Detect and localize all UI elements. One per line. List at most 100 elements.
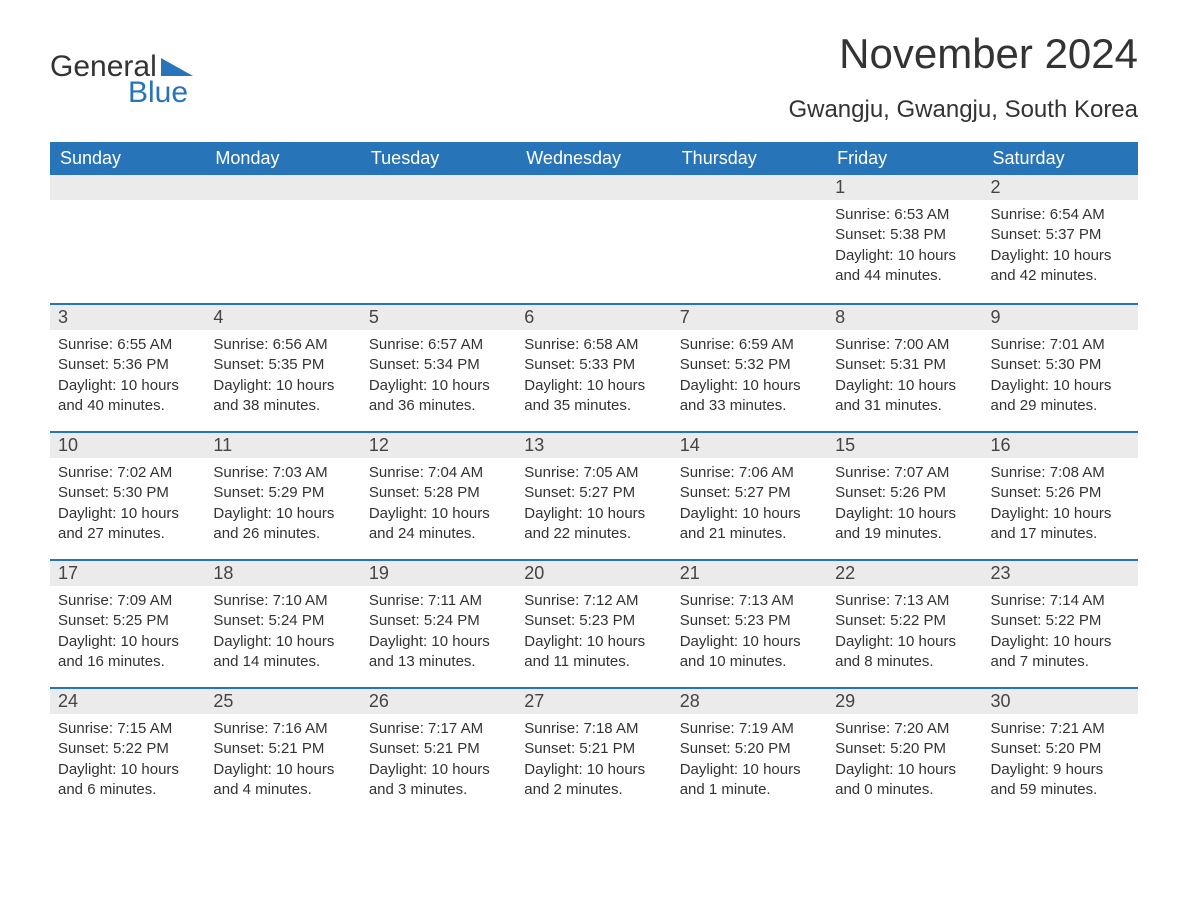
day-number: 6 <box>516 305 671 330</box>
day-body: Sunrise: 7:01 AMSunset: 5:30 PMDaylight:… <box>983 330 1138 421</box>
sunset-line: Sunset: 5:21 PM <box>524 739 663 759</box>
sunset-line: Sunset: 5:32 PM <box>680 355 819 375</box>
calendar-cell: 28Sunrise: 7:19 AMSunset: 5:20 PMDayligh… <box>672 687 827 815</box>
day-body: Sunrise: 6:53 AMSunset: 5:38 PMDaylight:… <box>827 200 982 291</box>
brand-logo: General Blue <box>50 50 193 110</box>
day-number: 11 <box>205 433 360 458</box>
sunset-line: Sunset: 5:24 PM <box>369 611 508 631</box>
sunrise-line: Sunrise: 6:54 AM <box>991 205 1130 225</box>
sunset-line: Sunset: 5:25 PM <box>58 611 197 631</box>
day-number: 25 <box>205 689 360 714</box>
sunrise-line: Sunrise: 7:02 AM <box>58 463 197 483</box>
calendar-cell: 5Sunrise: 6:57 AMSunset: 5:34 PMDaylight… <box>361 303 516 431</box>
calendar-cell: 3Sunrise: 6:55 AMSunset: 5:36 PMDaylight… <box>50 303 205 431</box>
day-number: 1 <box>827 175 982 200</box>
sunset-line: Sunset: 5:22 PM <box>835 611 974 631</box>
triangle-icon <box>161 58 193 76</box>
empty-daynum <box>50 175 205 200</box>
sunrise-line: Sunrise: 7:06 AM <box>680 463 819 483</box>
calendar-cell: 9Sunrise: 7:01 AMSunset: 5:30 PMDaylight… <box>983 303 1138 431</box>
day-number: 29 <box>827 689 982 714</box>
sunrise-line: Sunrise: 7:20 AM <box>835 719 974 739</box>
day-number: 27 <box>516 689 671 714</box>
sunset-line: Sunset: 5:31 PM <box>835 355 974 375</box>
sunrise-line: Sunrise: 7:17 AM <box>369 719 508 739</box>
calendar-table: SundayMondayTuesdayWednesdayThursdayFrid… <box>50 142 1138 815</box>
day-body: Sunrise: 7:09 AMSunset: 5:25 PMDaylight:… <box>50 586 205 677</box>
calendar-cell: 7Sunrise: 6:59 AMSunset: 5:32 PMDaylight… <box>672 303 827 431</box>
daylight-line: Daylight: 10 hours and 4 minutes. <box>213 760 352 801</box>
sunset-line: Sunset: 5:29 PM <box>213 483 352 503</box>
day-wrap: 26Sunrise: 7:17 AMSunset: 5:21 PMDayligh… <box>361 687 516 805</box>
empty-daynum <box>672 175 827 200</box>
page-header: General Blue November 2024 Gwangju, Gwan… <box>50 30 1138 124</box>
sunrise-line: Sunrise: 7:07 AM <box>835 463 974 483</box>
sunrise-line: Sunrise: 7:09 AM <box>58 591 197 611</box>
sunset-line: Sunset: 5:38 PM <box>835 225 974 245</box>
sunset-line: Sunset: 5:26 PM <box>835 483 974 503</box>
daylight-line: Daylight: 10 hours and 33 minutes. <box>680 376 819 417</box>
daylight-line: Daylight: 10 hours and 27 minutes. <box>58 504 197 545</box>
daylight-line: Daylight: 10 hours and 40 minutes. <box>58 376 197 417</box>
calendar-cell: 14Sunrise: 7:06 AMSunset: 5:27 PMDayligh… <box>672 431 827 559</box>
day-body: Sunrise: 7:18 AMSunset: 5:21 PMDaylight:… <box>516 714 671 805</box>
daylight-line: Daylight: 10 hours and 21 minutes. <box>680 504 819 545</box>
day-wrap: 14Sunrise: 7:06 AMSunset: 5:27 PMDayligh… <box>672 431 827 549</box>
day-body: Sunrise: 7:17 AMSunset: 5:21 PMDaylight:… <box>361 714 516 805</box>
day-number: 26 <box>361 689 516 714</box>
sunrise-line: Sunrise: 7:11 AM <box>369 591 508 611</box>
daylight-line: Daylight: 10 hours and 8 minutes. <box>835 632 974 673</box>
day-number: 21 <box>672 561 827 586</box>
day-body: Sunrise: 6:57 AMSunset: 5:34 PMDaylight:… <box>361 330 516 421</box>
sunset-line: Sunset: 5:22 PM <box>58 739 197 759</box>
sunrise-line: Sunrise: 7:10 AM <box>213 591 352 611</box>
sunset-line: Sunset: 5:27 PM <box>680 483 819 503</box>
day-body: Sunrise: 6:58 AMSunset: 5:33 PMDaylight:… <box>516 330 671 421</box>
daylight-line: Daylight: 10 hours and 36 minutes. <box>369 376 508 417</box>
day-number: 28 <box>672 689 827 714</box>
weekday-header-row: SundayMondayTuesdayWednesdayThursdayFrid… <box>50 142 1138 175</box>
day-number: 8 <box>827 305 982 330</box>
empty-daynum <box>516 175 671 200</box>
day-body: Sunrise: 7:14 AMSunset: 5:22 PMDaylight:… <box>983 586 1138 677</box>
daylight-line: Daylight: 10 hours and 10 minutes. <box>680 632 819 673</box>
calendar-cell: 29Sunrise: 7:20 AMSunset: 5:20 PMDayligh… <box>827 687 982 815</box>
calendar-cell <box>516 175 671 303</box>
day-wrap: 4Sunrise: 6:56 AMSunset: 5:35 PMDaylight… <box>205 303 360 421</box>
day-number: 23 <box>983 561 1138 586</box>
sunset-line: Sunset: 5:33 PM <box>524 355 663 375</box>
sunrise-line: Sunrise: 7:08 AM <box>991 463 1130 483</box>
sunrise-line: Sunrise: 7:15 AM <box>58 719 197 739</box>
sunrise-line: Sunrise: 7:01 AM <box>991 335 1130 355</box>
day-body: Sunrise: 7:06 AMSunset: 5:27 PMDaylight:… <box>672 458 827 549</box>
sunset-line: Sunset: 5:27 PM <box>524 483 663 503</box>
day-wrap: 11 Sunrise: 7:03 AMSunset: 5:29 PMDayligh… <box>205 431 360 549</box>
weekday-header: Friday <box>827 142 982 175</box>
sunrise-line: Sunrise: 6:53 AM <box>835 205 974 225</box>
day-wrap: 20Sunrise: 7:12 AMSunset: 5:23 PMDayligh… <box>516 559 671 677</box>
weekday-header: Monday <box>205 142 360 175</box>
empty-daynum <box>205 175 360 200</box>
calendar-cell: 26Sunrise: 7:17 AMSunset: 5:21 PMDayligh… <box>361 687 516 815</box>
weekday-header: Sunday <box>50 142 205 175</box>
daylight-line: Daylight: 10 hours and 26 minutes. <box>213 504 352 545</box>
sunrise-line: Sunrise: 7:14 AM <box>991 591 1130 611</box>
empty-daynum <box>361 175 516 200</box>
sunset-line: Sunset: 5:35 PM <box>213 355 352 375</box>
day-wrap: 10Sunrise: 7:02 AMSunset: 5:30 PMDayligh… <box>50 431 205 549</box>
sunset-line: Sunset: 5:20 PM <box>835 739 974 759</box>
calendar-cell: 11 Sunrise: 7:03 AMSunset: 5:29 PMDayligh… <box>205 431 360 559</box>
sunset-line: Sunset: 5:24 PM <box>213 611 352 631</box>
weekday-header: Wednesday <box>516 142 671 175</box>
day-body: Sunrise: 7:13 AMSunset: 5:22 PMDaylight:… <box>827 586 982 677</box>
sunset-line: Sunset: 5:23 PM <box>524 611 663 631</box>
sunrise-line: Sunrise: 6:56 AM <box>213 335 352 355</box>
sunrise-line: Sunrise: 7:19 AM <box>680 719 819 739</box>
sunset-line: Sunset: 5:36 PM <box>58 355 197 375</box>
day-body: Sunrise: 7:16 AMSunset: 5:21 PMDaylight:… <box>205 714 360 805</box>
day-body: Sunrise: 7:08 AMSunset: 5:26 PMDaylight:… <box>983 458 1138 549</box>
calendar-cell <box>672 175 827 303</box>
daylight-line: Daylight: 10 hours and 3 minutes. <box>369 760 508 801</box>
day-number: 2 <box>983 175 1138 200</box>
sunrise-line: Sunrise: 7:03 AM <box>213 463 352 483</box>
